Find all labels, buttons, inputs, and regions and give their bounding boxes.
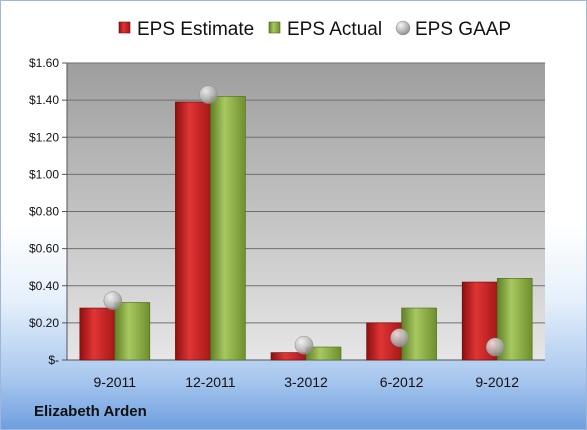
bar-eps-actual	[114, 302, 151, 361]
legend-swatch	[268, 21, 281, 34]
marker-eps-gaap	[485, 337, 505, 357]
legend-swatch	[395, 20, 411, 36]
legend-label: EPS Estimate	[137, 19, 254, 40]
y-tick-label: $0.60	[29, 242, 59, 256]
bar-eps-actual	[210, 96, 246, 361]
bar-eps-estimate	[79, 307, 116, 361]
y-tick-label: $0.20	[29, 316, 59, 330]
legend: EPS Estimate EPS Actual EPS GAAP	[118, 19, 511, 40]
bar-eps-estimate	[175, 101, 211, 361]
legend-label: EPS GAAP	[415, 19, 511, 40]
marker-eps-gaap	[199, 85, 218, 104]
x-tick-label: 9-2011	[94, 374, 137, 390]
y-tick-label: $1.00	[29, 167, 59, 181]
company-name: Elizabeth Arden	[34, 403, 147, 420]
legend-label: EPS Actual	[287, 19, 382, 40]
marker-eps-gaap	[294, 335, 314, 355]
marker-eps-gaap	[390, 328, 409, 347]
y-tick-label: $1.60	[29, 56, 59, 70]
y-tick-label: $-	[48, 353, 59, 367]
x-tick-label: 12-2011	[185, 374, 236, 390]
marker-eps-gaap	[103, 291, 123, 310]
x-tick-label: 6-2012	[380, 374, 424, 390]
x-tick-label: 3-2012	[284, 374, 328, 390]
legend-swatch	[118, 21, 131, 34]
y-tick-label: $0.40	[29, 279, 59, 293]
plot-area: $- $0.20 $0.40 $0.60 $0.80 $1.00 $1.20 $1.40 $1.…	[29, 56, 545, 390]
x-tick-label: 9-2012	[475, 374, 519, 390]
y-tick-label: $1.40	[29, 93, 59, 107]
y-tick-label: $1.20	[29, 130, 59, 144]
y-tick-label: $0.80	[29, 205, 59, 219]
